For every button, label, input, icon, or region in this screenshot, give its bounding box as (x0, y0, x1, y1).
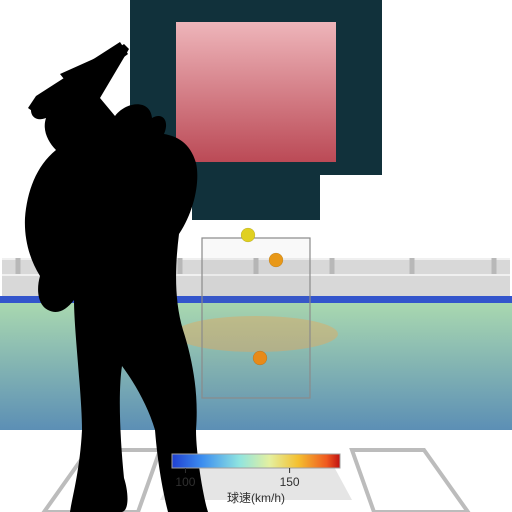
colorbar-tick-label: 150 (280, 475, 300, 489)
bleacher-pillar (410, 258, 415, 274)
pitch-marker[interactable] (269, 253, 283, 267)
speed-colorbar (172, 454, 340, 468)
pitch-location-chart: 100 150 球速(km/h) (0, 0, 512, 512)
colorbar-tick-label: 100 (175, 475, 195, 489)
colorbar-axis-label: 球速(km/h) (227, 491, 285, 505)
pitch-marker[interactable] (253, 351, 267, 365)
bleacher-pillar (178, 258, 183, 274)
strike-zone (202, 238, 310, 398)
scoreboard-screen (176, 22, 336, 162)
bleacher-pillar (492, 258, 497, 274)
pitch-marker[interactable] (241, 228, 255, 242)
bleacher-pillar (330, 258, 335, 274)
bleacher-pillar (16, 258, 21, 274)
